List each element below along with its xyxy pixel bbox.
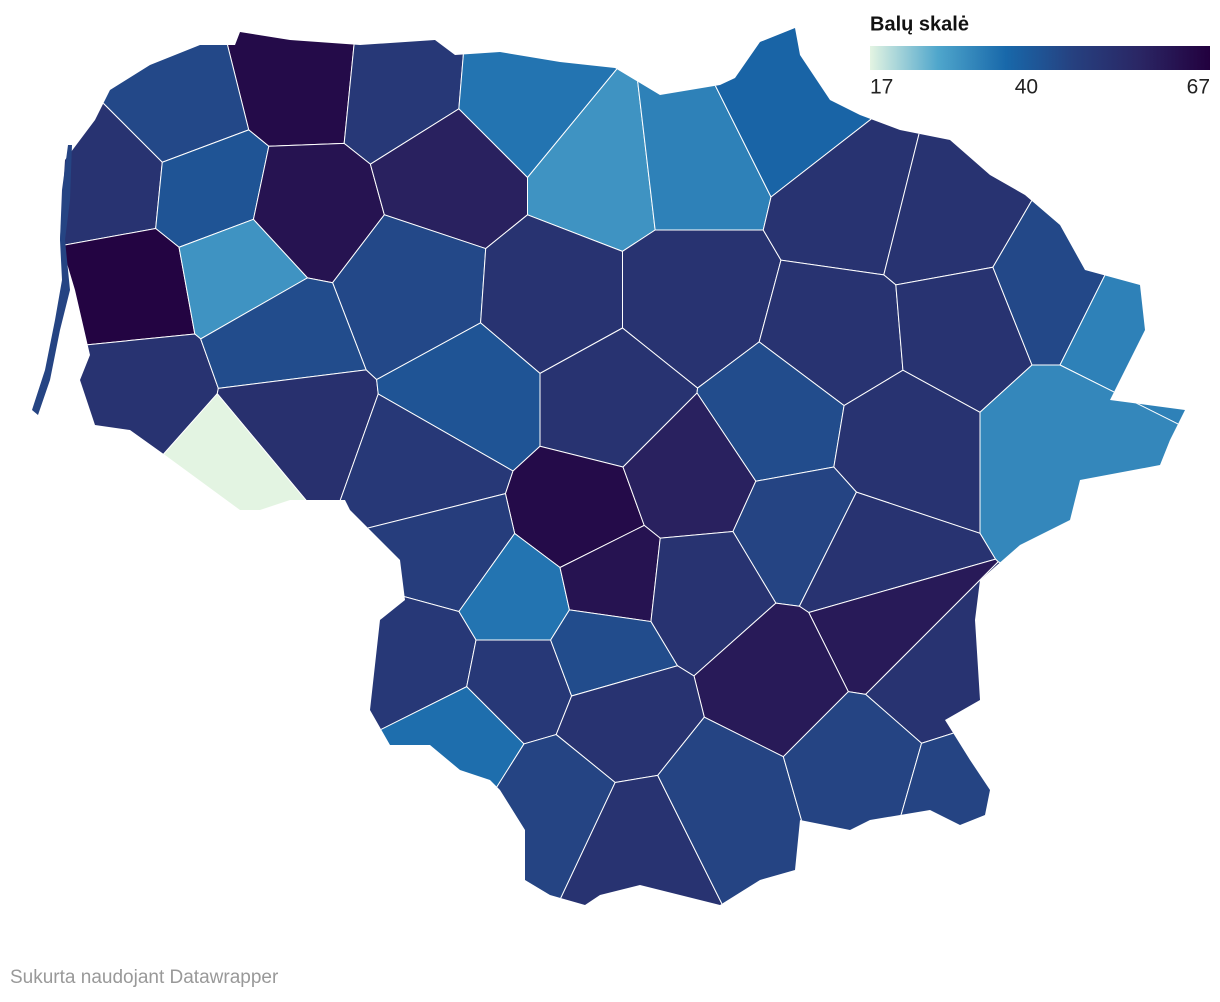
legend-title: Balų skalė — [870, 13, 969, 35]
region — [60, 333, 219, 640]
legend-tick-label: 17 — [870, 76, 893, 99]
region — [60, 227, 196, 355]
legend-tick-label: 67 — [1187, 76, 1210, 99]
legend-bar — [870, 46, 1210, 70]
region — [60, 572, 477, 905]
region — [657, 716, 852, 905]
legend-tick-label: 40 — [1015, 76, 1038, 99]
footer: Sukurta naudojant Datawrapper — [10, 967, 279, 988]
overlay — [32, 145, 72, 415]
region — [782, 691, 923, 905]
region — [32, 145, 72, 415]
region — [60, 686, 525, 905]
